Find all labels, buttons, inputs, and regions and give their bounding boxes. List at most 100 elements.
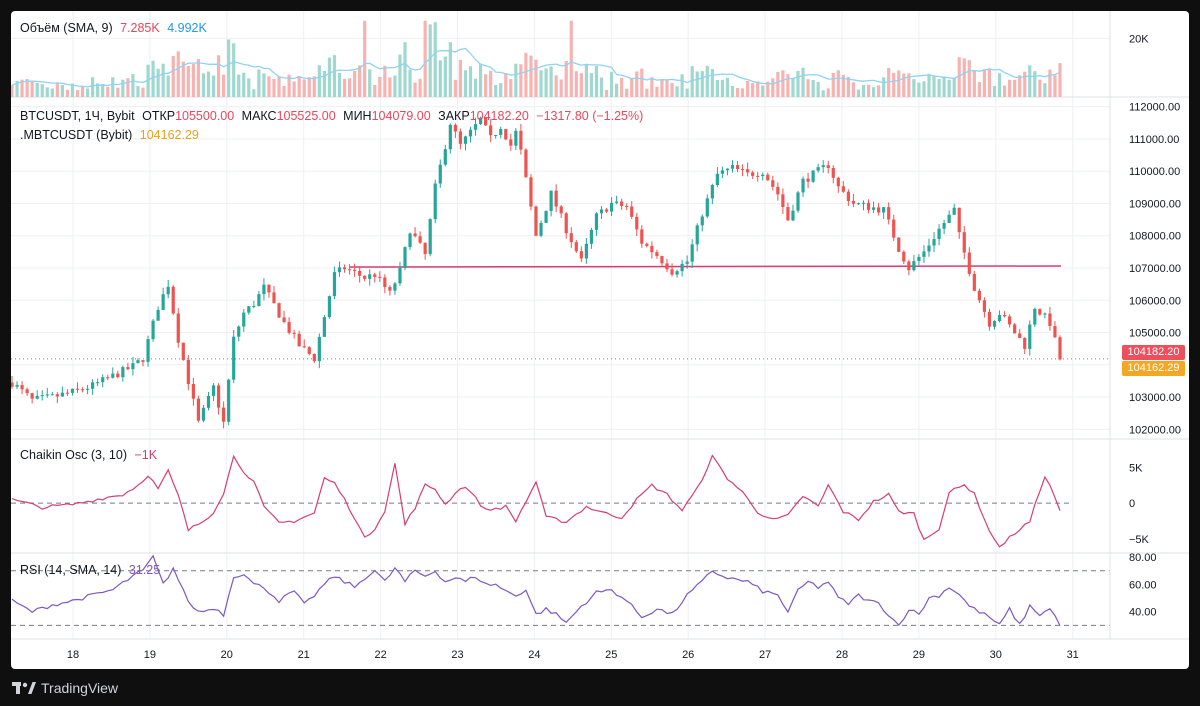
candle-body[interactable] — [478, 117, 483, 125]
candle-body[interactable] — [967, 252, 971, 274]
candle-body[interactable] — [216, 385, 221, 408]
candle-body[interactable] — [166, 286, 170, 295]
candle-body[interactable] — [307, 347, 311, 354]
candle-body[interactable] — [987, 311, 992, 327]
candle-body[interactable] — [55, 394, 59, 397]
rsi-legend-name[interactable]: RSI (14, SMA, 14) — [20, 563, 122, 577]
candle-body[interactable] — [418, 236, 422, 243]
candle-body[interactable] — [489, 125, 493, 136]
candle-body[interactable] — [766, 174, 770, 181]
candle-body[interactable] — [897, 237, 901, 252]
candle-body[interactable] — [101, 377, 105, 383]
candle-body[interactable] — [841, 186, 845, 192]
candle-body[interactable] — [393, 283, 397, 291]
candle-body[interactable] — [569, 233, 573, 243]
candle-body[interactable] — [660, 256, 664, 264]
candle-body[interactable] — [700, 216, 704, 226]
candle-body[interactable] — [947, 214, 951, 223]
horizontal-level-line[interactable] — [349, 265, 1062, 268]
candle-body[interactable] — [574, 242, 578, 252]
candle-body[interactable] — [161, 294, 165, 310]
candle-body[interactable] — [740, 169, 745, 171]
candle-body[interactable] — [116, 373, 120, 378]
candle-body[interactable] — [776, 186, 780, 195]
candle-body[interactable] — [353, 269, 357, 271]
candle-body[interactable] — [30, 393, 34, 399]
candle-body[interactable] — [877, 207, 881, 213]
candle-body[interactable] — [846, 191, 850, 201]
candle-body[interactable] — [383, 277, 387, 288]
candle-body[interactable] — [589, 229, 594, 244]
candle-body[interactable] — [821, 165, 825, 168]
candle-body[interactable] — [670, 269, 674, 275]
candle-body[interactable] — [861, 202, 866, 204]
candle-body[interactable] — [509, 139, 513, 146]
candle-body[interactable] — [358, 270, 362, 276]
candle-body[interactable] — [262, 284, 266, 295]
candle-body[interactable] — [922, 251, 926, 257]
candle-body[interactable] — [892, 219, 896, 238]
candle-body[interactable] — [257, 294, 261, 306]
candle-body[interactable] — [882, 207, 886, 213]
candle-body[interactable] — [75, 388, 80, 390]
candle-body[interactable] — [534, 206, 538, 236]
candle-body[interactable] — [806, 178, 810, 182]
candle-body[interactable] — [720, 170, 725, 174]
candle-body[interactable] — [297, 333, 301, 347]
candle-body[interactable] — [615, 201, 619, 203]
candle-body[interactable] — [997, 315, 1002, 322]
candle-body[interactable] — [433, 183, 437, 220]
candle-body[interactable] — [91, 382, 95, 389]
candle-body[interactable] — [171, 286, 175, 314]
candle-body[interactable] — [609, 202, 614, 212]
candle-body[interactable] — [625, 205, 629, 207]
candle-body[interactable] — [761, 174, 765, 177]
candle-body[interactable] — [423, 242, 427, 255]
candle-body[interactable] — [887, 207, 891, 220]
candle-body[interactable] — [579, 251, 583, 259]
candle-body[interactable] — [710, 185, 714, 199]
candle-body[interactable] — [816, 167, 820, 171]
candle-body[interactable] — [937, 228, 941, 240]
candle-body[interactable] — [196, 398, 201, 421]
candle-body[interactable] — [121, 367, 125, 378]
candle-body[interactable] — [811, 170, 815, 182]
candle-body[interactable] — [1018, 333, 1022, 338]
candle-body[interactable] — [45, 394, 49, 396]
candle-body[interactable] — [907, 261, 911, 271]
candle-body[interactable] — [206, 395, 211, 408]
candle-body[interactable] — [191, 384, 195, 399]
candle-body[interactable] — [786, 207, 790, 221]
candle-body[interactable] — [292, 332, 296, 334]
index-name[interactable]: .MBTCUSDT (Bybit) — [20, 128, 133, 142]
candle-body[interactable] — [942, 222, 946, 229]
candle-body[interactable] — [201, 407, 206, 421]
candle-body[interactable] — [106, 377, 110, 379]
candle-body[interactable] — [932, 239, 936, 246]
candle-body[interactable] — [1043, 313, 1047, 315]
candle-body[interactable] — [227, 379, 231, 422]
candle-body[interactable] — [136, 360, 140, 364]
candle-body[interactable] — [504, 129, 508, 140]
candle-body[interactable] — [453, 124, 457, 132]
candle-body[interactable] — [962, 232, 966, 253]
candle-body[interactable] — [277, 303, 281, 318]
candle-body[interactable] — [20, 385, 24, 390]
chaikin-line[interactable] — [11, 454, 1061, 548]
candle-body[interactable] — [1023, 337, 1027, 349]
candle-body[interactable] — [675, 271, 679, 275]
candle-body[interactable] — [801, 178, 805, 193]
candle-body[interactable] — [620, 201, 624, 206]
candle-body[interactable] — [96, 382, 100, 384]
candle-body[interactable] — [302, 346, 306, 348]
candle-body[interactable] — [640, 229, 644, 244]
candle-body[interactable] — [448, 124, 452, 150]
candle-body[interactable] — [468, 129, 473, 137]
rsi-line[interactable] — [11, 554, 1061, 626]
candle-body[interactable] — [1053, 325, 1057, 338]
candle-body[interactable] — [685, 261, 689, 264]
candle-body[interactable] — [912, 261, 916, 271]
candle-body[interactable] — [186, 359, 190, 385]
candle-body[interactable] — [378, 276, 382, 278]
candle-body[interactable] — [1013, 324, 1017, 334]
